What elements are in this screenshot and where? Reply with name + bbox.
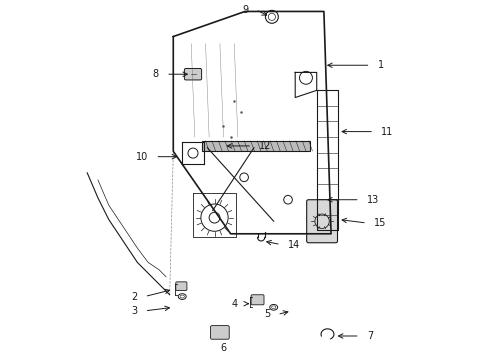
Text: 10: 10 — [136, 152, 148, 162]
Text: 5: 5 — [264, 310, 270, 319]
Text: 11: 11 — [381, 127, 393, 136]
Text: 2: 2 — [131, 292, 137, 302]
Circle shape — [240, 173, 248, 181]
Text: 4: 4 — [232, 299, 238, 309]
Text: 8: 8 — [153, 69, 159, 79]
Text: 12: 12 — [259, 141, 272, 151]
Text: 6: 6 — [220, 343, 226, 353]
Text: 13: 13 — [367, 195, 379, 205]
FancyBboxPatch shape — [307, 200, 338, 243]
FancyBboxPatch shape — [202, 141, 310, 151]
Text: 1: 1 — [378, 60, 384, 70]
Text: 15: 15 — [374, 218, 387, 228]
FancyBboxPatch shape — [176, 282, 187, 291]
FancyBboxPatch shape — [211, 325, 229, 339]
Text: 3: 3 — [131, 306, 137, 316]
FancyBboxPatch shape — [184, 68, 201, 80]
Text: 14: 14 — [288, 239, 300, 249]
Text: 7: 7 — [367, 331, 373, 341]
Text: 9: 9 — [243, 5, 248, 15]
FancyBboxPatch shape — [251, 295, 264, 305]
